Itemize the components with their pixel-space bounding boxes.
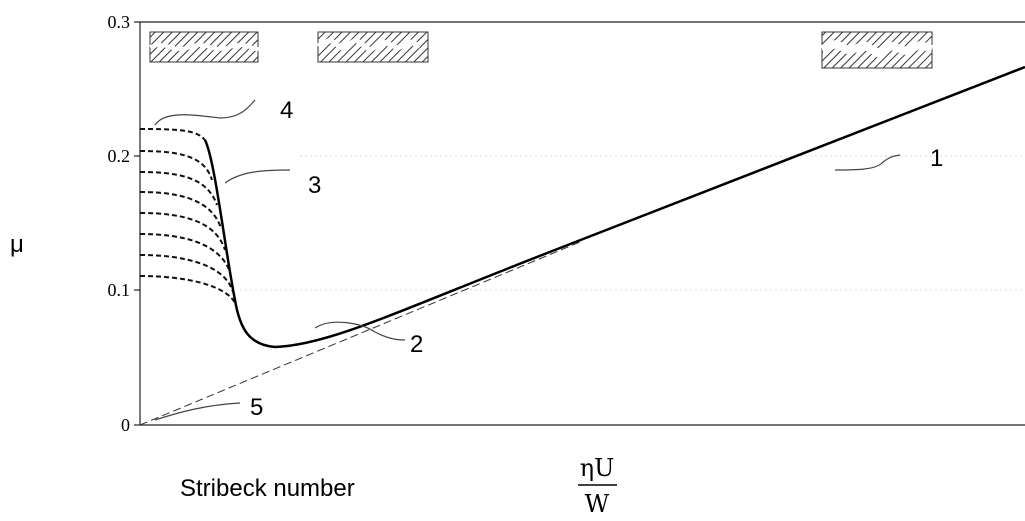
plot-frame <box>134 22 1025 425</box>
y-axis-label: μ <box>10 231 24 258</box>
stribeck-diagram: 0.3 0.2 0.1 0 μ 1 2 3 4 5 Stribec <box>0 0 1025 521</box>
stribeck-curve <box>205 67 1025 347</box>
surface-icon <box>318 32 428 62</box>
y-tick-label: 0.1 <box>108 280 131 300</box>
callout-label: 3 <box>308 172 321 199</box>
asymptote-line <box>140 242 580 425</box>
callout-label: 5 <box>250 394 263 421</box>
y-tick-label: 0.2 <box>108 146 131 166</box>
faint-grid <box>240 156 1025 290</box>
callout-label: 4 <box>280 97 293 124</box>
y-tick-label: 0.3 <box>108 12 131 32</box>
x-axis-label: Stribeck number <box>180 475 355 502</box>
callout-label: 2 <box>410 331 423 358</box>
callout-label: 1 <box>930 145 943 172</box>
formula-denominator: W <box>585 490 610 518</box>
formula-numerator: ηU <box>580 454 615 482</box>
y-tick-label: 0 <box>121 415 130 435</box>
surface-icon <box>822 32 932 68</box>
surface-icon <box>150 32 258 62</box>
